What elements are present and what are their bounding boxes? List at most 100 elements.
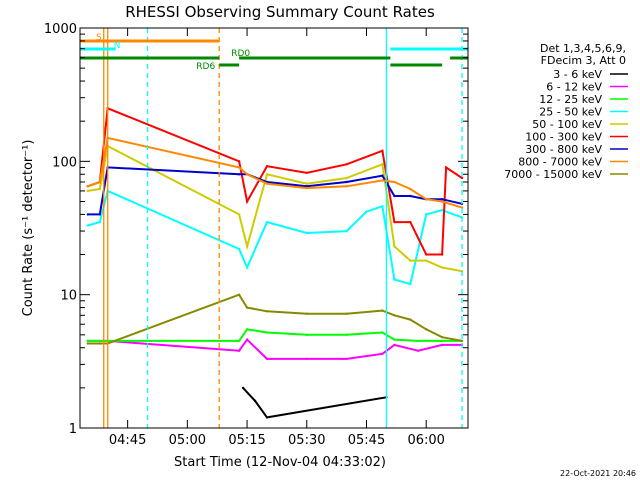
series-point-8-1 [98, 342, 102, 345]
series-point-7-4 [245, 173, 249, 176]
series-point-5-12 [440, 253, 444, 256]
series-point-1-6 [345, 357, 348, 361]
flag-label-6: RD6 [196, 62, 215, 72]
series-point-3-0 [86, 224, 90, 227]
series-point-4-7 [345, 176, 348, 180]
legend-header-0: Det 1,3,4,5,6,9, [540, 42, 626, 55]
flag-label-1: N [114, 41, 121, 51]
series-point-8-0 [86, 342, 90, 345]
series-point-5-7 [345, 163, 348, 166]
legend-label-1: 6 - 12 keV [546, 81, 602, 94]
x-axis-label: Start Time (12-Nov-04 04:33:02) [174, 455, 386, 470]
y-tick-label-3: 1000 [44, 22, 77, 37]
series-point-5-6 [305, 171, 308, 174]
series-point-3-11 [409, 282, 412, 286]
series-point-4-8 [381, 163, 384, 166]
legend-label-6: 300 - 800 keV [525, 143, 602, 156]
series-point-5-8 [381, 149, 384, 152]
series-line-8 [87, 293, 463, 345]
series-point-2-0 [86, 339, 90, 343]
series-point-8-10 [409, 318, 412, 321]
flag-label-0: S [96, 33, 102, 43]
series-point-4-4 [245, 245, 249, 248]
series-point-4-10 [409, 259, 412, 262]
series-point-6-0 [86, 213, 90, 216]
series-point-2-6 [345, 333, 348, 336]
series-point-1-8 [393, 343, 396, 347]
series-point-6-10 [409, 194, 412, 198]
series-point-6-6 [305, 185, 308, 188]
series-point-6-12 [440, 198, 444, 201]
series-point-2-4 [265, 331, 269, 334]
plot-frame [79, 27, 469, 429]
series-point-8-13 [460, 339, 464, 343]
series-point-6-1 [98, 213, 102, 216]
chart-title: RHESSI Observing Summary Count Rates [125, 3, 435, 21]
series-point-8-4 [245, 306, 249, 309]
series-point-4-9 [393, 245, 396, 248]
series-point-0-2 [265, 416, 269, 419]
series-point-4-12 [440, 266, 444, 269]
x-tick-label-4: 05:45 [348, 433, 385, 448]
series-point-3-8 [365, 210, 368, 213]
series-point-1-9 [417, 349, 420, 352]
series-point-3-6 [305, 231, 308, 235]
series-point-7-5 [265, 182, 269, 185]
series-point-2-7 [381, 331, 384, 334]
series-point-1-3 [245, 338, 249, 341]
series-point-2-5 [305, 333, 308, 336]
series-point-2-2 [237, 339, 241, 343]
series-point-7-6 [305, 186, 308, 190]
y-tick-label-2: 100 [52, 155, 77, 170]
x-tick-label-3: 05:30 [288, 433, 325, 448]
series-point-7-8 [381, 179, 384, 182]
series-line-4 [87, 144, 463, 273]
vertical-markers [103, 28, 463, 428]
series-point-0-1 [253, 399, 257, 402]
y-tick-label-0: 1 [69, 422, 77, 437]
series-point-2-10 [440, 339, 444, 343]
series-point-7-12 [440, 200, 444, 203]
series-point-2-3 [245, 328, 249, 331]
series-point-8-8 [381, 309, 384, 312]
series-line-7 [87, 136, 463, 209]
x-axis: 04:45 05:00 05:15 05:30 05:45 06:00 [109, 28, 445, 448]
flag-label-3: RD0 [231, 49, 250, 59]
y-tick-label-1: 10 [60, 289, 77, 304]
legend-label-5: 100 - 300 keV [525, 131, 602, 144]
series-point-4-1 [98, 187, 102, 191]
series-point-0-0 [241, 386, 245, 390]
series-line-2 [87, 328, 462, 342]
series-point-1-4 [265, 357, 269, 361]
legend-label-0: 3 - 6 keV [553, 68, 602, 81]
series-point-4-3 [237, 213, 241, 216]
series-point-4-11 [425, 259, 428, 262]
legend-label-4: 50 - 100 keV [532, 118, 602, 131]
series-point-5-10 [409, 220, 412, 224]
series-point-3-7 [345, 229, 348, 233]
series-point-7-1 [98, 180, 102, 184]
series-point-3-9 [381, 205, 384, 208]
legend-label-7: 800 - 7000 keV [518, 156, 602, 169]
series-point-4-5 [265, 173, 269, 176]
series-point-5-14 [460, 176, 464, 180]
x-tick-label-5: 06:00 [407, 433, 444, 448]
series-point-8-7 [345, 312, 348, 315]
series-point-7-3 [237, 166, 241, 169]
series-point-1-10 [440, 343, 444, 347]
series-point-5-3 [237, 160, 241, 163]
series-point-8-5 [265, 310, 269, 313]
series-point-7-11 [425, 198, 428, 201]
series-point-6-3 [237, 173, 241, 176]
series-point-3-13 [440, 209, 444, 212]
series-point-6-9 [393, 194, 396, 198]
series-point-8-3 [237, 293, 241, 296]
series-point-8-6 [305, 312, 308, 315]
series-point-5-9 [393, 220, 396, 224]
series-point-5-4 [245, 200, 249, 203]
series-point-6-7 [345, 180, 348, 184]
series-point-3-3 [237, 247, 241, 251]
series-point-3-10 [393, 278, 396, 281]
